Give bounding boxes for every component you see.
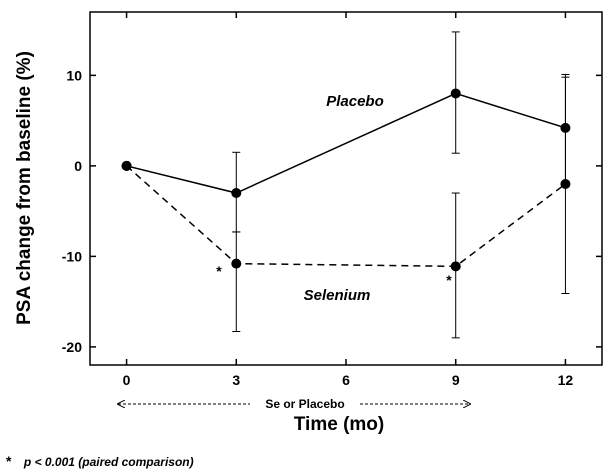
series-line-placebo — [126, 92, 566, 194]
footnote-symbol: * — [6, 453, 12, 469]
plot-frame — [89, 11, 603, 366]
data-point-selenium — [450, 261, 461, 272]
y-tick-label: -20 — [62, 339, 82, 355]
treatment-period-arrow: Se or Placebo — [118, 397, 470, 411]
y-tick-label: 0 — [74, 158, 82, 174]
y-axis: -20 -10 0 10 — [62, 67, 602, 355]
x-axis-title: Time (mo) — [294, 414, 384, 435]
x-tick-label: 12 — [558, 372, 574, 388]
series-line-selenium — [126, 165, 566, 268]
x-tick-label: 9 — [452, 372, 460, 388]
data-point-placebo — [560, 122, 571, 133]
footnote-text: p < 0.001 (paired comparison) — [23, 455, 194, 469]
arrow-label: Se or Placebo — [265, 397, 344, 411]
x-axis: 0 3 6 9 12 — [123, 12, 574, 388]
x-tick-label: 0 — [123, 372, 131, 388]
data-point-selenium — [560, 178, 571, 189]
significance-marker-3mo: * — [216, 263, 222, 279]
x-tick-label: 6 — [342, 372, 350, 388]
y-tick-label: 10 — [66, 67, 82, 83]
series-label-placebo: Placebo — [326, 93, 384, 110]
data-point-selenium — [121, 160, 132, 171]
error-bars — [232, 31, 570, 339]
series-label-selenium: Selenium — [304, 287, 371, 304]
y-tick-label: -10 — [62, 248, 82, 264]
y-axis-title: PSA change from baseline (%) — [14, 51, 35, 325]
significance-marker-9mo: * — [446, 272, 452, 288]
data-point-placebo — [450, 88, 461, 99]
data-point-selenium — [231, 258, 242, 269]
series-lines — [126, 92, 566, 268]
data-markers — [121, 88, 571, 272]
x-tick-label: 3 — [232, 372, 240, 388]
data-point-placebo — [231, 188, 242, 199]
footnote: * p < 0.001 (paired comparison) — [6, 453, 194, 470]
